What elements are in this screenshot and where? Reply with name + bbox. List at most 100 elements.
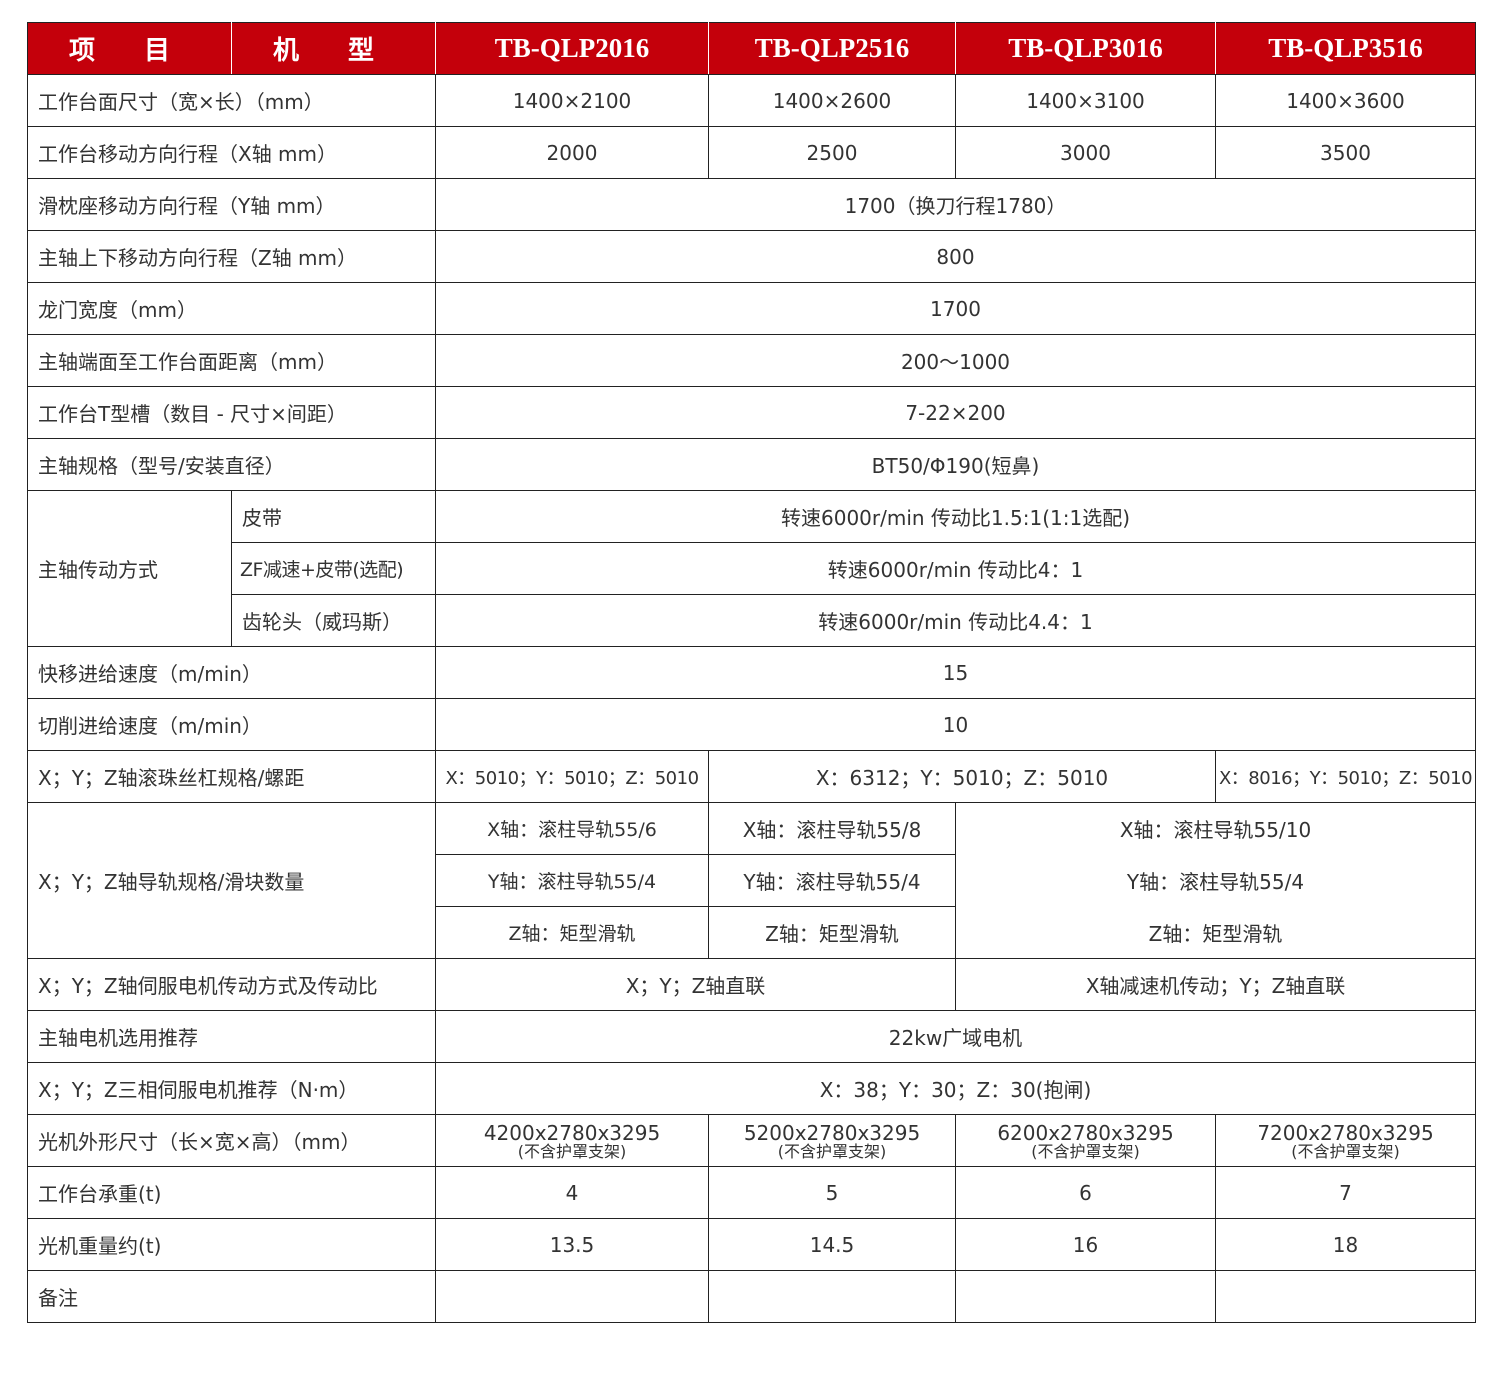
- cell: 2500: [708, 126, 956, 179]
- table-row: Z轴：矩型滑轨 Z轴：矩型滑轨 Z轴：矩型滑轨: [28, 906, 1476, 959]
- cell: 1700（换刀行程1780）: [435, 178, 1476, 231]
- table-row: 滑枕座移动方向行程（Y轴 mm） 1700（换刀行程1780）: [27, 178, 1476, 231]
- cell: 2000: [435, 126, 709, 179]
- cell: 7: [1215, 1166, 1476, 1219]
- dimension-value: 4200x2780x3295: [483, 1120, 661, 1145]
- table-row: 工作台面尺寸（宽×长）（mm） 1400×2100 1400×2600 1400…: [27, 74, 1476, 127]
- row-label: 工作台面尺寸（宽×长）（mm）: [27, 74, 436, 127]
- table-row: X；Y；Z三相伺服电机推荐（N·m） X：38；Y：30；Z：30(抱闸): [27, 1062, 1476, 1115]
- table-row: X；Y；Z轴导轨规格/滑块数量 X轴：滚柱导轨55/6 X轴：滚柱导轨55/8 …: [27, 802, 1476, 959]
- row-label: 备注: [27, 1270, 436, 1323]
- sub-label: ZF减速+皮带(选配): [231, 542, 436, 595]
- dimension-value: 7200x2780x3295: [1257, 1120, 1434, 1145]
- cell: Y轴：滚柱导轨55/4: [435, 854, 709, 907]
- row-label: 主轴端面至工作台面距离（mm）: [27, 334, 436, 387]
- table-row: 工作台T型槽（数目 - 尺寸×间距） 7-22×200: [27, 386, 1476, 439]
- table-row: 备注: [27, 1270, 1476, 1323]
- cell: 1400×2600: [708, 74, 956, 127]
- cell: 15: [435, 646, 1476, 699]
- table-row: 切削进给速度（m/min） 10: [27, 698, 1476, 751]
- cell: X轴：滚柱导轨55/10: [955, 802, 1476, 855]
- cell: [955, 1270, 1216, 1323]
- cell: 3000: [955, 126, 1216, 179]
- header-model-2: TB-QLP2516: [708, 22, 956, 75]
- cell: [435, 1270, 709, 1323]
- header-row: 项 目 机 型 TB-QLP2016 TB-QLP2516 TB-QLP3016…: [27, 22, 1476, 75]
- row-label: 光机外形尺寸（长×宽×高）（mm）: [27, 1114, 436, 1167]
- cell: 22kw广域电机: [435, 1010, 1476, 1063]
- cell: 1400×3600: [1215, 74, 1476, 127]
- cell: 10: [435, 698, 1476, 751]
- table-row: 主轴传动方式 皮带 转速6000r/min 传动比1.5:1(1:1选配): [27, 490, 1476, 647]
- row-label: 工作台承重(t): [27, 1166, 436, 1219]
- cell: X轴：滚柱导轨55/8: [708, 802, 956, 855]
- sub-label: 齿轮头（威玛斯）: [231, 594, 436, 647]
- row-label: 滑枕座移动方向行程（Y轴 mm）: [27, 178, 436, 231]
- cell: 18: [1215, 1218, 1476, 1271]
- cell: 5: [708, 1166, 956, 1219]
- row-label: X；Y；Z轴导轨规格/滑块数量: [27, 802, 436, 959]
- sub-label: 皮带: [231, 490, 436, 543]
- cell: 14.5: [708, 1218, 956, 1271]
- header-model-3: TB-QLP3016: [955, 22, 1216, 75]
- cell: 1400×2100: [435, 74, 709, 127]
- cell: X轴：滚柱导轨55/6: [435, 802, 709, 855]
- cell: 200～1000: [435, 334, 1476, 387]
- cell: 4200x2780x3295 (不含护罩支架): [435, 1114, 709, 1167]
- row-label: 主轴传动方式: [27, 490, 232, 647]
- table-row: 快移进给速度（m/min） 15: [27, 646, 1476, 699]
- table-row: 光机重量约(t) 13.5 14.5 16 18: [27, 1218, 1476, 1271]
- cell: Z轴：矩型滑轨: [955, 906, 1476, 959]
- header-model: 机 型: [231, 22, 436, 75]
- cell: [1215, 1270, 1476, 1323]
- row-label: 切削进给速度（m/min）: [27, 698, 436, 751]
- cell: Y轴：滚柱导轨55/4: [955, 854, 1476, 907]
- header-item: 项 目: [27, 22, 232, 75]
- cell: X：6312；Y：5010；Z：5010: [708, 750, 1216, 803]
- dimension-note: (不含护罩支架): [777, 1141, 887, 1161]
- cell: 800: [435, 230, 1476, 283]
- row-label: 龙门宽度（mm）: [27, 282, 436, 335]
- table-row: 主轴端面至工作台面距离（mm） 200～1000: [27, 334, 1476, 387]
- row-label: 主轴电机选用推荐: [27, 1010, 436, 1063]
- cell: 6200x2780x3295 (不含护罩支架): [955, 1114, 1216, 1167]
- dimension-note: (不含护罩支架): [1291, 1141, 1400, 1161]
- cell: X轴减速机传动；Y；Z轴直联: [955, 958, 1476, 1011]
- cell: X；Y；Z轴直联: [435, 958, 956, 1011]
- table-row: 龙门宽度（mm） 1700: [27, 282, 1476, 335]
- table-row: ZF减速+皮带(选配) 转速6000r/min 传动比4：1: [28, 542, 1476, 595]
- row-label: 光机重量约(t): [27, 1218, 436, 1271]
- table-row: 主轴电机选用推荐 22kw广域电机: [27, 1010, 1476, 1063]
- table-row: 齿轮头（威玛斯） 转速6000r/min 传动比4.4：1: [28, 594, 1476, 647]
- row-label: 主轴规格（型号/安装直径）: [27, 438, 436, 491]
- row-label: X；Y；Z轴滚珠丝杠规格/螺距: [27, 750, 436, 803]
- cell: BT50/Φ190(短鼻): [435, 438, 1476, 491]
- cell: 1700: [435, 282, 1476, 335]
- cell: 13.5: [435, 1218, 709, 1271]
- cell: 转速6000r/min 传动比4.4：1: [435, 594, 1476, 647]
- table-row: X；Y；Z轴滚珠丝杠规格/螺距 X：5010；Y：5010；Z：5010 X：6…: [27, 750, 1476, 803]
- row-label: 工作台移动方向行程（X轴 mm）: [27, 126, 436, 179]
- cell: 6: [955, 1166, 1216, 1219]
- table-row: 光机外形尺寸（长×宽×高）（mm） 4200x2780x3295 (不含护罩支架)…: [27, 1114, 1476, 1167]
- cell: 1400×3100: [955, 74, 1216, 127]
- dimension-value: 5200x2780x3295: [743, 1120, 921, 1145]
- table-row: 工作台移动方向行程（X轴 mm） 2000 2500 3000 3500: [27, 126, 1476, 179]
- cell: [708, 1270, 956, 1323]
- table-row: 主轴规格（型号/安装直径） BT50/Φ190(短鼻): [27, 438, 1476, 491]
- cell: Z轴：矩型滑轨: [435, 906, 709, 959]
- row-label: 快移进给速度（m/min）: [27, 646, 436, 699]
- cell: 7200x2780x3295 (不含护罩支架): [1215, 1114, 1476, 1167]
- cell: 5200x2780x3295 (不含护罩支架): [708, 1114, 956, 1167]
- table-row: 工作台承重(t) 4 5 6 7: [27, 1166, 1476, 1219]
- cell: 转速6000r/min 传动比4：1: [435, 542, 1476, 595]
- cell: 3500: [1215, 126, 1476, 179]
- spec-table: 项 目 机 型 TB-QLP2016 TB-QLP2516 TB-QLP3016…: [27, 22, 1476, 1323]
- cell: 4: [435, 1166, 709, 1219]
- row-label: 工作台T型槽（数目 - 尺寸×间距）: [27, 386, 436, 439]
- table-row: 主轴上下移动方向行程（Z轴 mm） 800: [27, 230, 1476, 283]
- cell: X：8016；Y：5010；Z：5010: [1215, 750, 1476, 803]
- cell: Z轴：矩型滑轨: [708, 906, 956, 959]
- row-label: X；Y；Z轴伺服电机传动方式及传动比: [27, 958, 436, 1011]
- row-label: 主轴上下移动方向行程（Z轴 mm）: [27, 230, 436, 283]
